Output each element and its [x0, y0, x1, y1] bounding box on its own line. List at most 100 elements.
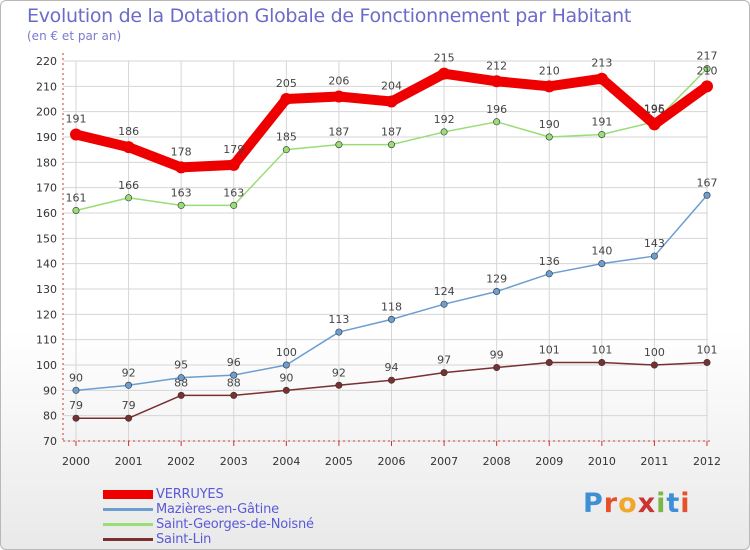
y-tick-label: 160: [36, 207, 57, 220]
x-tick-label: 2002: [167, 455, 195, 468]
data-point-saint-georges-de-noisne: [493, 118, 501, 126]
data-point-verruyes: [280, 93, 293, 105]
data-point-saint-lin: [387, 376, 395, 384]
x-tick-label: 2010: [588, 455, 616, 468]
logo-letter: o: [618, 488, 638, 519]
legend-label: Mazières-en-Gâtine: [156, 501, 279, 517]
x-tick-label: 2007: [430, 455, 458, 468]
x-tick-label: 2006: [378, 455, 406, 468]
logo-letter: t: [666, 488, 681, 519]
data-label-verruyes: 210: [539, 64, 560, 77]
data-label-saint-lin: 88: [174, 376, 188, 389]
data-label-saint-georges-de-noisne: 166: [118, 179, 139, 192]
data-label-verruyes: 213: [591, 57, 612, 70]
data-label-saint-georges-de-noisne: 163: [171, 186, 192, 199]
data-point-saint-lin: [72, 414, 80, 422]
y-tick-label: 110: [36, 334, 57, 347]
data-label-saint-lin: 97: [437, 354, 451, 367]
data-label-mazieres-en-gatine: 124: [434, 285, 455, 298]
y-tick-label: 70: [43, 435, 57, 448]
data-label-mazieres-en-gatine: 143: [644, 237, 665, 250]
data-label-verruyes: 186: [118, 125, 139, 138]
data-label-verruyes: 178: [171, 145, 192, 158]
data-point-mazieres-en-gatine: [125, 381, 133, 389]
data-point-saint-lin: [125, 414, 133, 422]
logo-letter: P: [583, 488, 604, 519]
data-point-saint-lin: [177, 391, 185, 399]
chart-subtitle: (en € et par an): [27, 29, 122, 43]
legend-item-mazieres-en-gatine: Mazières-en-Gâtine: [103, 501, 279, 517]
data-point-saint-lin: [440, 369, 448, 377]
data-point-verruyes: [490, 75, 503, 88]
data-label-mazieres-en-gatine: 113: [328, 313, 349, 326]
data-point-saint-lin: [598, 358, 606, 366]
legend-label: Saint-Lin: [156, 531, 212, 547]
data-point-mazieres-en-gatine: [230, 371, 238, 379]
data-label-saint-lin: 88: [227, 376, 241, 389]
logo-letter: i: [680, 488, 691, 519]
data-point-verruyes: [595, 72, 608, 85]
data-point-mazieres-en-gatine: [440, 300, 448, 308]
data-point-mazieres-en-gatine: [545, 270, 553, 278]
x-tick-label: 2008: [483, 455, 511, 468]
data-label-mazieres-en-gatine: 140: [591, 245, 612, 258]
data-label-verruyes: 212: [486, 59, 507, 72]
y-tick-label: 210: [36, 80, 57, 93]
data-point-verruyes: [227, 158, 240, 171]
data-label-saint-lin: 79: [69, 399, 83, 412]
legend-item-saint-lin: Saint-Lin: [103, 531, 211, 547]
data-label-saint-georges-de-noisne: 163: [223, 186, 244, 199]
data-point-saint-lin: [230, 391, 238, 399]
logo-letter: x: [637, 488, 657, 519]
data-point-saint-lin: [545, 358, 553, 366]
data-point-saint-georges-de-noisne: [598, 130, 606, 138]
logo-letter: r: [603, 488, 619, 519]
data-label-mazieres-en-gatine: 90: [69, 371, 83, 384]
proxiti-logo: Proxiti: [583, 488, 691, 519]
y-tick-label: 120: [36, 308, 57, 321]
x-tick-label: 2003: [220, 455, 248, 468]
data-label-saint-georges-de-noisne: 191: [591, 115, 612, 128]
x-tick-label: 2012: [693, 455, 721, 468]
data-point-verruyes: [122, 141, 135, 154]
data-point-verruyes: [70, 128, 82, 141]
chart-title: Evolution de la Dotation Globale de Fonc…: [27, 5, 632, 27]
data-label-saint-georges-de-noisne: 187: [381, 126, 402, 139]
data-label-saint-georges-de-noisne: 161: [66, 191, 87, 204]
legend-label: Saint-Georges-de-Noisné: [156, 516, 314, 532]
data-point-verruyes: [385, 95, 398, 108]
y-tick-label: 200: [36, 106, 57, 119]
data-label-saint-georges-de-noisne: 217: [697, 50, 718, 63]
data-label-verruyes: 204: [381, 80, 402, 93]
data-point-mazieres-en-gatine: [335, 328, 343, 336]
data-label-saint-lin: 92: [332, 366, 346, 379]
data-label-saint-georges-de-noisne: 185: [276, 131, 297, 144]
data-label-verruyes: 206: [328, 74, 349, 87]
data-point-saint-lin: [493, 364, 501, 372]
data-point-saint-georges-de-noisne: [545, 133, 553, 141]
data-point-mazieres-en-gatine: [703, 191, 711, 199]
data-point-saint-georges-de-noisne: [72, 206, 80, 214]
data-label-verruyes: 195: [644, 102, 665, 115]
x-tick-label: 2000: [62, 455, 90, 468]
data-point-saint-georges-de-noisne: [703, 65, 711, 73]
data-label-saint-lin: 101: [539, 343, 560, 356]
data-label-mazieres-en-gatine: 167: [697, 176, 718, 189]
y-tick-label: 130: [36, 283, 57, 296]
data-label-saint-lin: 94: [385, 361, 399, 374]
data-label-saint-georges-de-noisne: 196: [486, 103, 507, 116]
data-point-verruyes: [543, 80, 556, 93]
data-point-mazieres-en-gatine: [598, 260, 606, 268]
x-tick-label: 2005: [325, 455, 353, 468]
y-tick-label: 170: [36, 182, 57, 195]
legend-item-saint-georges-de-noisne: Saint-Georges-de-Noisné: [103, 516, 314, 532]
data-label-mazieres-en-gatine: 100: [276, 346, 297, 359]
data-point-saint-georges-de-noisne: [440, 128, 448, 136]
legend-label: VERRUYES: [156, 486, 224, 502]
legend-item-verruyes: VERRUYES: [103, 486, 224, 502]
data-point-saint-georges-de-noisne: [387, 141, 395, 149]
data-label-verruyes: 179: [223, 143, 244, 156]
data-point-verruyes: [648, 118, 661, 131]
x-tick-label: 2004: [272, 455, 300, 468]
